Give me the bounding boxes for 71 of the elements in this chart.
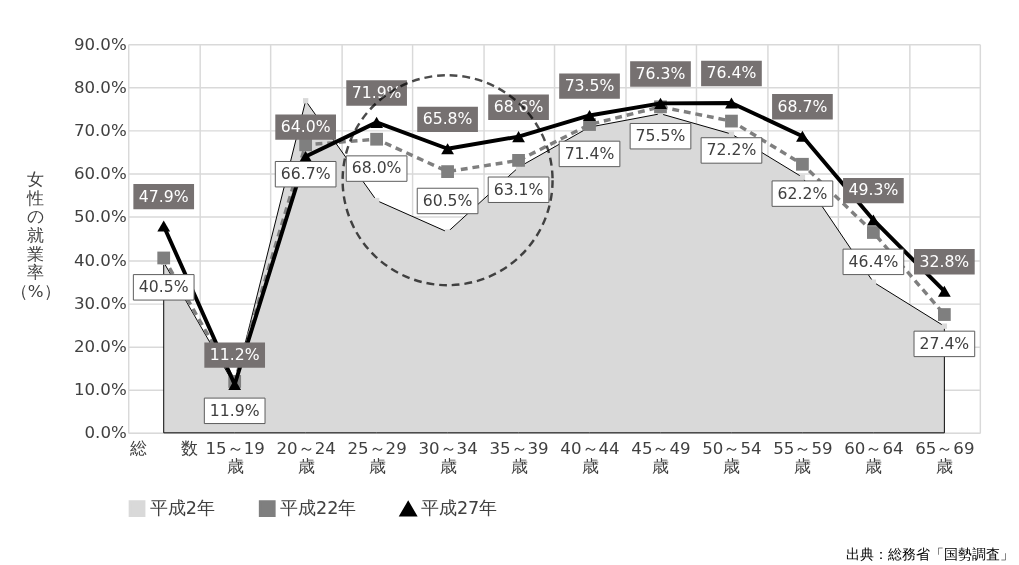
x-tick-label: 30～34 歳	[418, 438, 478, 477]
point	[512, 154, 525, 167]
legend-label: 平成2年	[149, 497, 215, 518]
point	[370, 132, 383, 146]
point	[441, 143, 454, 155]
data-label: 32.8%	[919, 251, 970, 271]
x-tick-label: 15～19 歳	[205, 438, 265, 477]
x-tick-label: 45～49 歳	[631, 438, 691, 477]
point	[728, 131, 735, 137]
point	[157, 251, 171, 265]
data-label: 71.9%	[351, 82, 402, 102]
y-tick-label: 60.0%	[73, 164, 127, 184]
point	[583, 109, 596, 121]
data-label: 76.4%	[706, 63, 757, 83]
point	[725, 97, 738, 109]
y-tick-label: 20.0%	[73, 336, 127, 356]
data-label: 40.5%	[138, 277, 189, 297]
data-label: 75.5%	[635, 126, 686, 146]
y-axis-title: 女性の就業率（%）	[10, 170, 61, 301]
data-label: 68.7%	[777, 96, 828, 116]
point	[512, 131, 525, 143]
legend-label: 平成27年	[420, 498, 498, 519]
y-tick-label: 90.0%	[73, 34, 127, 54]
point	[937, 308, 951, 321]
x-tick-label: 50～54 歳	[702, 438, 762, 477]
point	[370, 116, 383, 128]
point	[870, 279, 877, 285]
data-label: 76.3%	[635, 63, 686, 83]
data-label: 63.1%	[493, 179, 544, 199]
source-note: 出典：総務省「国勢調査」	[846, 546, 1015, 563]
legend-label: 平成22年	[279, 497, 357, 518]
data-label: 66.7%	[280, 164, 331, 184]
y-tick-label: 40.0%	[73, 250, 127, 270]
data-label: 62.2%	[777, 183, 828, 203]
point	[157, 220, 171, 232]
x-tick-label: 40～44 歳	[560, 438, 620, 477]
point	[867, 214, 880, 226]
point	[937, 285, 951, 297]
data-label: 64.0%	[280, 117, 331, 137]
data-label: 65.8%	[422, 109, 473, 129]
x-tick-label: 55～59 歳	[773, 438, 833, 477]
y-tick-label: 10.0%	[73, 380, 127, 400]
point	[654, 97, 667, 109]
y-tick-label: 80.0%	[73, 77, 127, 97]
y-tick-label: 50.0%	[73, 207, 127, 227]
point	[796, 157, 809, 171]
data-label: 71.4%	[564, 143, 615, 163]
data-label: 68.6%	[493, 97, 544, 117]
data-label: 72.2%	[706, 140, 757, 160]
x-tick-label: 35～39 歳	[489, 438, 549, 477]
x-tick-label: 総 数	[129, 438, 199, 458]
data-label: 47.9%	[138, 186, 189, 206]
x-tick-label: 60～64 歳	[844, 438, 904, 477]
y-tick-label: 70.0%	[73, 120, 127, 140]
y-tick-label: 30.0%	[73, 293, 127, 313]
x-tick-label: 20～24 歳	[276, 438, 336, 477]
x-tick-label: 65～69 歳	[915, 438, 975, 477]
data-label: 60.5%	[422, 190, 473, 210]
data-label: 11.9%	[209, 400, 260, 420]
point	[441, 165, 454, 178]
point	[867, 226, 880, 239]
point	[725, 114, 738, 128]
x-tick-label: 25～29 歳	[347, 438, 407, 477]
y-tick-label: 0.0%	[84, 423, 127, 443]
data-label: 46.4%	[848, 251, 899, 271]
data-label: 27.4%	[919, 333, 970, 353]
data-label: 73.5%	[564, 76, 615, 95]
data-label: 49.3%	[848, 180, 899, 200]
point	[796, 130, 809, 142]
data-label: 68.0%	[351, 158, 402, 178]
data-label: 11.2%	[209, 345, 260, 365]
